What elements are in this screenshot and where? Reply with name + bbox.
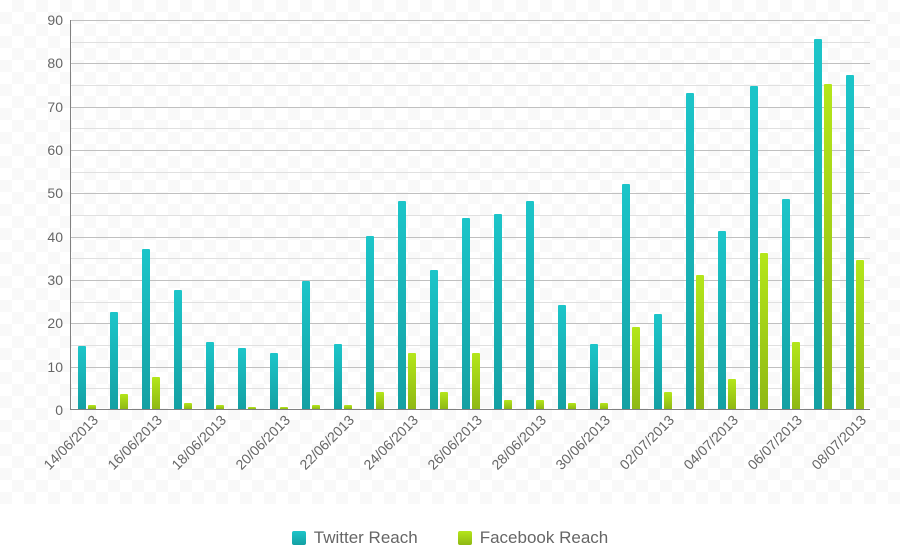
- bar-facebook: [504, 400, 512, 409]
- bar-twitter: [814, 39, 822, 410]
- bar-facebook: [632, 327, 640, 409]
- reach-bar-chart: 0 10 20 30 40 50 60 70 80 90 14/06/201316/06/20131…: [0, 0, 900, 560]
- y-tick-label: 70: [47, 99, 63, 115]
- bar-twitter: [462, 218, 470, 409]
- bar-facebook: [568, 403, 576, 410]
- bar-facebook: [440, 392, 448, 409]
- legend-swatch-twitter: [292, 531, 306, 545]
- x-tick-label: 30/06/2013: [552, 412, 613, 473]
- bar-facebook: [88, 405, 96, 409]
- x-tick-label: 06/07/2013: [744, 412, 805, 473]
- y-tick-label: 10: [47, 359, 63, 375]
- bar-twitter: [78, 346, 86, 409]
- bar-facebook: [248, 407, 256, 409]
- x-tick-label: 14/06/2013: [40, 412, 101, 473]
- grid-line-minor: [71, 42, 870, 43]
- bar-facebook: [344, 405, 352, 409]
- x-tick-label: 20/06/2013: [232, 412, 293, 473]
- bar-facebook: [120, 394, 128, 409]
- y-tick-label: 90: [47, 12, 63, 28]
- x-tick-label: 24/06/2013: [360, 412, 421, 473]
- bar-facebook: [696, 275, 704, 409]
- bar-facebook: [280, 407, 288, 409]
- plot-area: 010203040506070809014/06/201316/06/20131…: [70, 20, 870, 410]
- bar-twitter: [398, 201, 406, 409]
- bar-twitter: [334, 344, 342, 409]
- bar-twitter: [238, 348, 246, 409]
- chart-canvas: 0 10 20 30 40 50 60 70 80 90 14/06/201316/06/20131…: [0, 0, 900, 560]
- bar-facebook: [216, 405, 224, 409]
- x-tick-label: 26/06/2013: [424, 412, 485, 473]
- x-tick-label: 08/07/2013: [808, 412, 869, 473]
- bar-facebook: [184, 403, 192, 410]
- bar-facebook: [536, 400, 544, 409]
- bar-twitter: [206, 342, 214, 409]
- bar-facebook: [312, 405, 320, 409]
- y-tick-label: 40: [47, 229, 63, 245]
- bar-twitter: [494, 214, 502, 409]
- bar-twitter: [654, 314, 662, 409]
- bar-facebook: [824, 84, 832, 409]
- bar-facebook: [376, 392, 384, 409]
- bar-twitter: [174, 290, 182, 409]
- bar-twitter: [718, 231, 726, 409]
- bar-twitter: [782, 199, 790, 409]
- bar-twitter: [526, 201, 534, 409]
- bar-facebook: [856, 260, 864, 410]
- x-tick-label: 28/06/2013: [488, 412, 549, 473]
- grid-line-major: [71, 63, 870, 64]
- bar-twitter: [270, 353, 278, 409]
- x-tick-label: 04/07/2013: [680, 412, 741, 473]
- legend-item-twitter: Twitter Reach: [292, 528, 418, 548]
- bar-twitter: [110, 312, 118, 410]
- y-tick-label: 0: [55, 402, 63, 418]
- x-tick-label: 22/06/2013: [296, 412, 357, 473]
- legend-label: Facebook Reach: [480, 528, 609, 548]
- x-tick-label: 18/06/2013: [168, 412, 229, 473]
- bar-facebook: [728, 379, 736, 409]
- y-tick-label: 80: [47, 55, 63, 71]
- y-tick-label: 30: [47, 272, 63, 288]
- bar-facebook: [408, 353, 416, 409]
- bar-twitter: [430, 270, 438, 409]
- bar-twitter: [622, 184, 630, 409]
- legend: Twitter Reach Facebook Reach: [0, 528, 900, 548]
- bar-facebook: [152, 377, 160, 410]
- legend-swatch-facebook: [458, 531, 472, 545]
- legend-label: Twitter Reach: [314, 528, 418, 548]
- bar-facebook: [792, 342, 800, 409]
- y-tick-label: 50: [47, 185, 63, 201]
- bar-facebook: [760, 253, 768, 409]
- bar-facebook: [600, 403, 608, 410]
- bar-facebook: [472, 353, 480, 409]
- y-tick-label: 60: [47, 142, 63, 158]
- bar-facebook: [664, 392, 672, 409]
- x-tick-label: 02/07/2013: [616, 412, 677, 473]
- x-tick-label: 16/06/2013: [104, 412, 165, 473]
- bar-twitter: [686, 93, 694, 409]
- bar-twitter: [590, 344, 598, 409]
- bar-twitter: [366, 236, 374, 409]
- y-tick-label: 20: [47, 315, 63, 331]
- bar-twitter: [750, 86, 758, 409]
- bar-twitter: [558, 305, 566, 409]
- bar-twitter: [302, 281, 310, 409]
- legend-item-facebook: Facebook Reach: [458, 528, 609, 548]
- grid-line-major: [71, 20, 870, 21]
- bar-twitter: [142, 249, 150, 409]
- bar-twitter: [846, 75, 854, 409]
